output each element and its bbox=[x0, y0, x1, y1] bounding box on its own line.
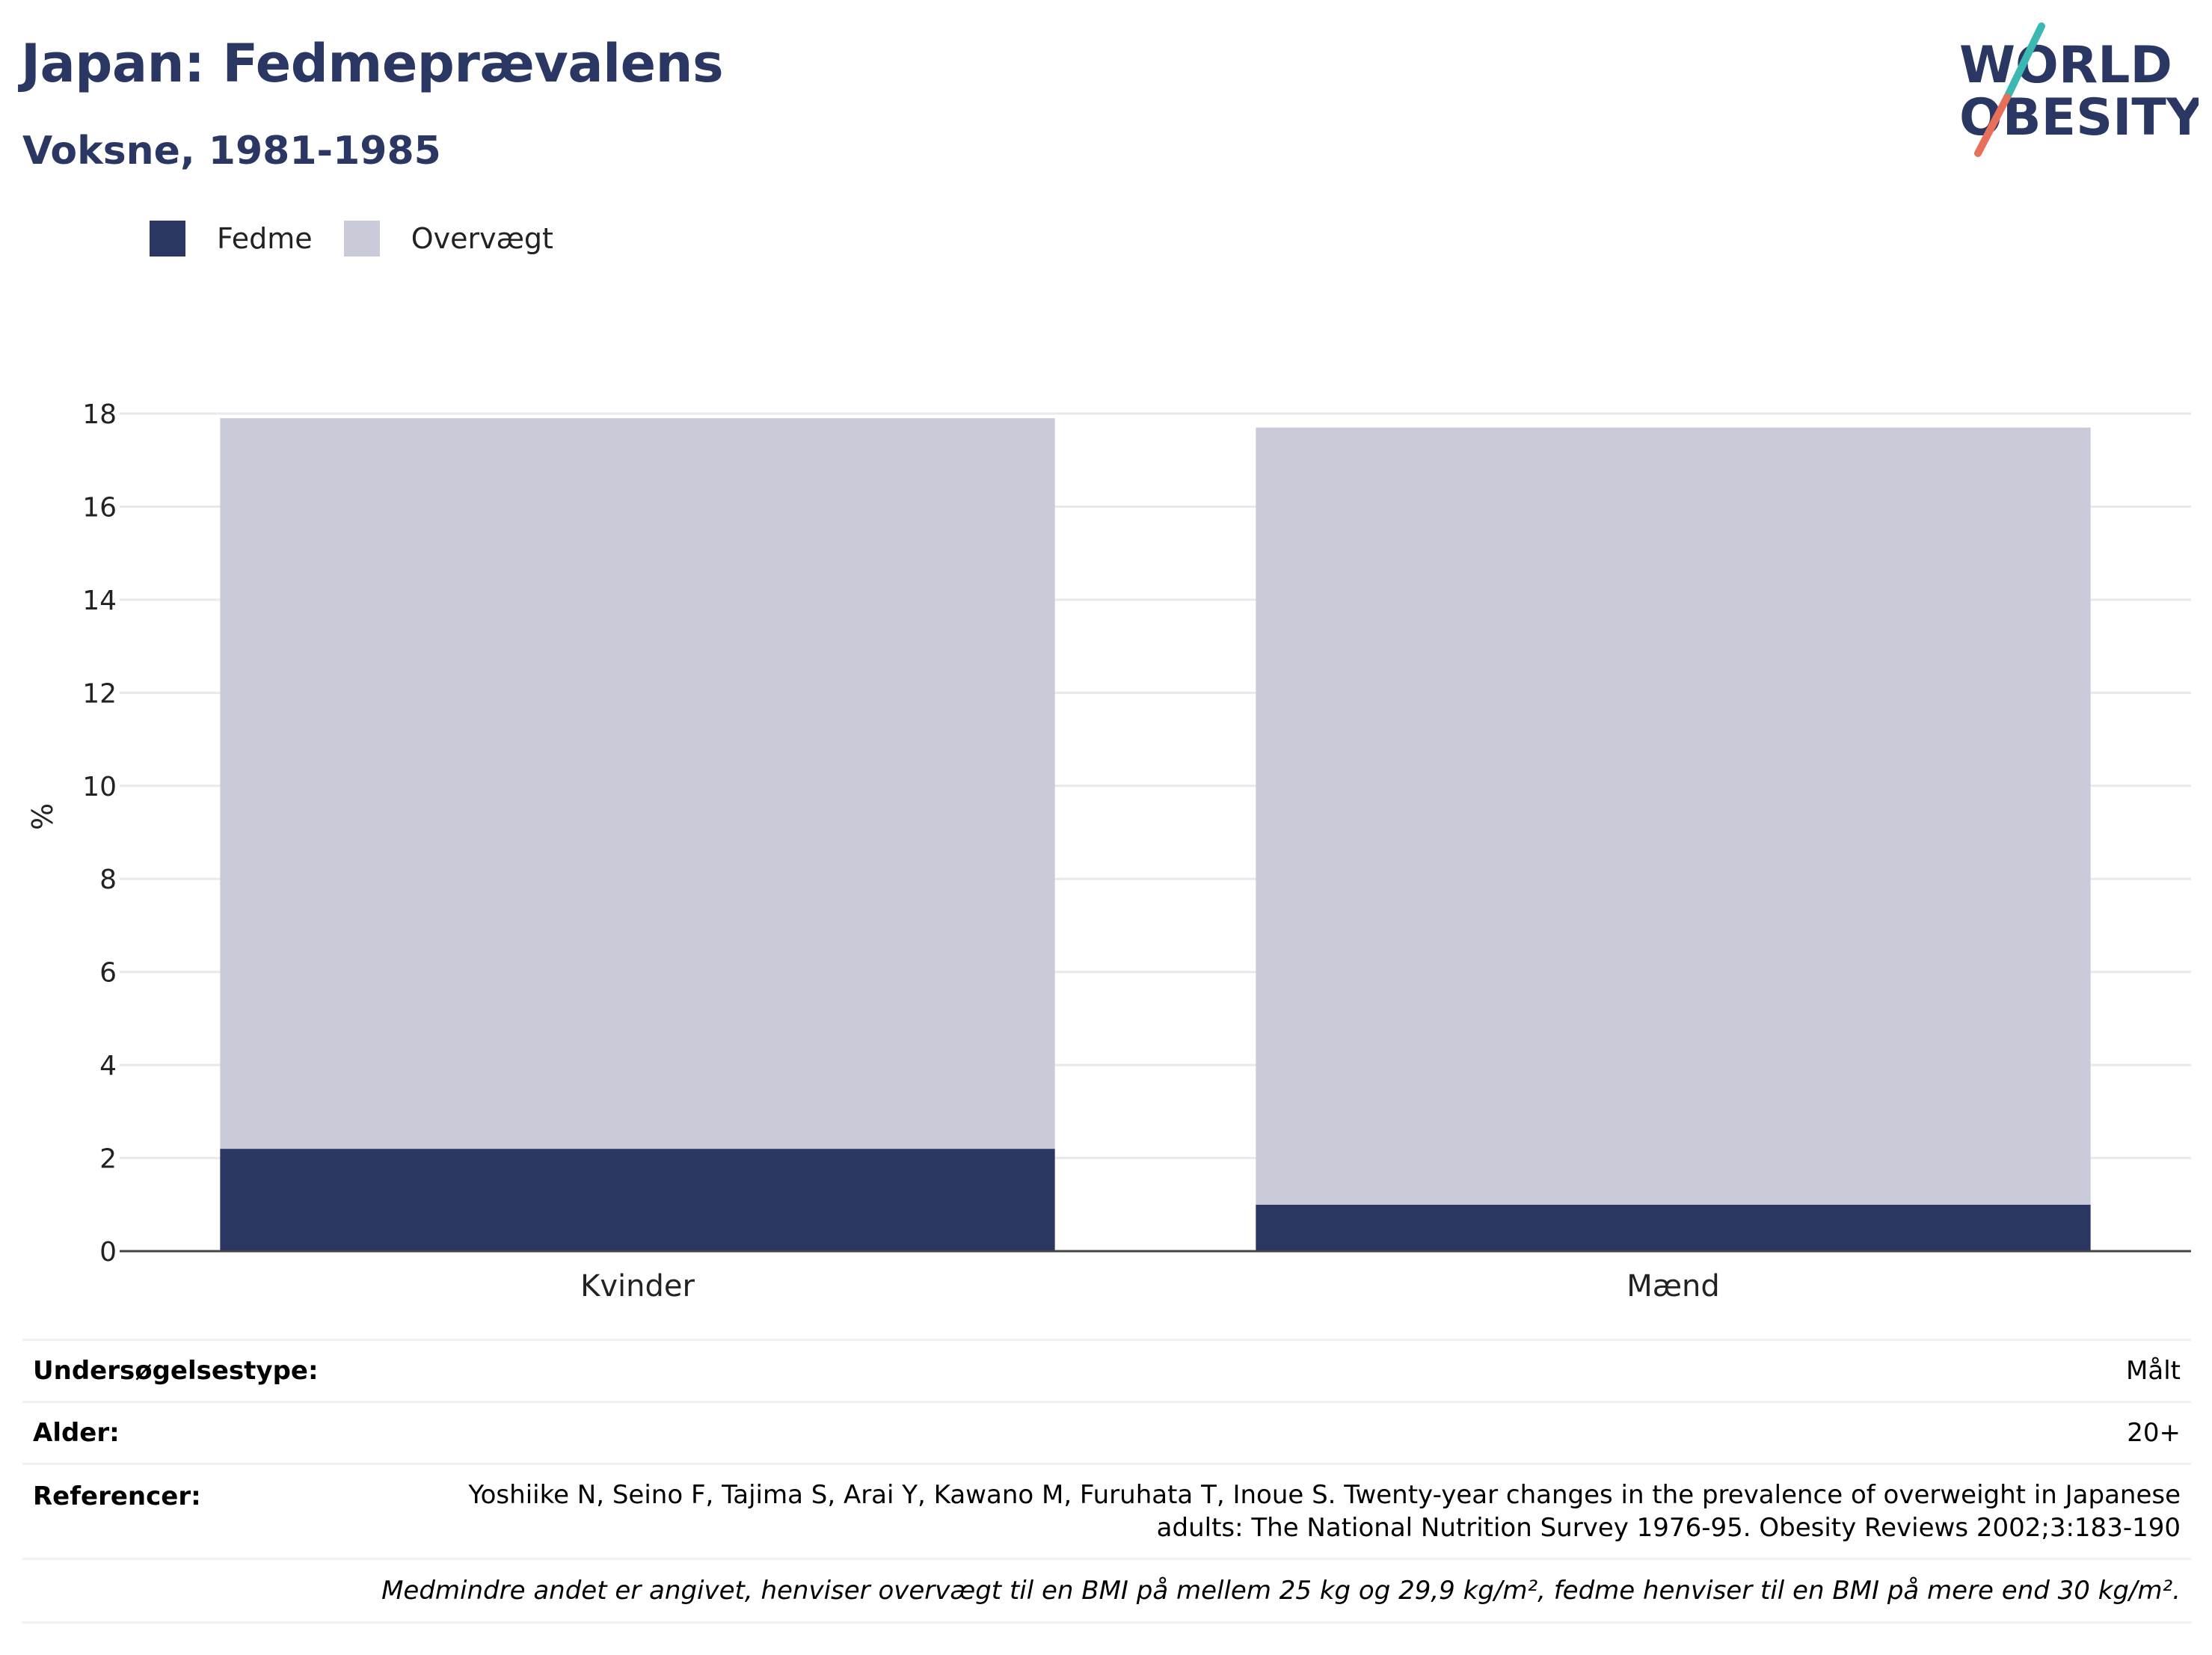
table-bottom-rule bbox=[22, 1621, 2191, 1624]
survey-type-value: Målt bbox=[2126, 1356, 2181, 1386]
y-tick-label: 12 bbox=[82, 678, 117, 709]
references-line-1: Yoshiike N, Seino F, Tajima S, Arai Y, K… bbox=[468, 1479, 2181, 1511]
references-label: Referencer: bbox=[33, 1481, 201, 1511]
y-tick-label: 18 bbox=[82, 399, 117, 430]
references-value: Yoshiike N, Seino F, Tajima S, Arai Y, K… bbox=[468, 1479, 2181, 1544]
bar-chart: 0 2 4 6 8 10 12 14 16 18 Kvinder Mænd % bbox=[0, 0, 2212, 1316]
info-row-age: Alder: 20+ bbox=[22, 1401, 2191, 1463]
bar-overvaegt-0[interactable] bbox=[220, 418, 1054, 1149]
age-value: 20+ bbox=[2127, 1418, 2181, 1448]
y-axis-label: % bbox=[26, 803, 59, 830]
info-row-survey-type: Undersøgelsestype: Målt bbox=[22, 1339, 2191, 1401]
y-tick-label: 0 bbox=[99, 1237, 117, 1268]
y-tick-label: 2 bbox=[99, 1144, 117, 1175]
y-tick-label: 4 bbox=[99, 1051, 117, 1081]
y-tick-label: 16 bbox=[82, 492, 117, 523]
y-tick-label: 10 bbox=[82, 772, 117, 802]
y-tick-label: 8 bbox=[99, 865, 117, 895]
definition-note: Medmindre andet er angivet, henviser ove… bbox=[381, 1576, 2181, 1606]
bars bbox=[220, 418, 2090, 1251]
x-tick-label: Kvinder bbox=[580, 1269, 695, 1304]
bar-fedme-1[interactable] bbox=[1256, 1205, 2090, 1251]
info-row-note: Medmindre andet er angivet, henviser ove… bbox=[22, 1558, 2191, 1621]
age-label: Alder: bbox=[33, 1418, 120, 1448]
y-tick-label: 6 bbox=[99, 958, 117, 989]
references-line-2: adults: The National Nutrition Survey 19… bbox=[468, 1511, 2181, 1544]
bar-overvaegt-1[interactable] bbox=[1256, 428, 2090, 1205]
y-tick-label: 14 bbox=[82, 586, 117, 616]
info-row-references: Referencer: Yoshiike N, Seino F, Tajima … bbox=[22, 1463, 2191, 1558]
bar-fedme-0[interactable] bbox=[220, 1149, 1054, 1251]
survey-type-label: Undersøgelsestype: bbox=[33, 1356, 319, 1386]
info-table: Undersøgelsestype: Målt Alder: 20+ Refer… bbox=[22, 1339, 2191, 1624]
x-tick-label: Mænd bbox=[1626, 1269, 1720, 1304]
x-axis-ticks: Kvinder Mænd bbox=[120, 1251, 2191, 1304]
y-axis-ticks: 0 2 4 6 8 10 12 14 16 18 bbox=[82, 399, 117, 1268]
